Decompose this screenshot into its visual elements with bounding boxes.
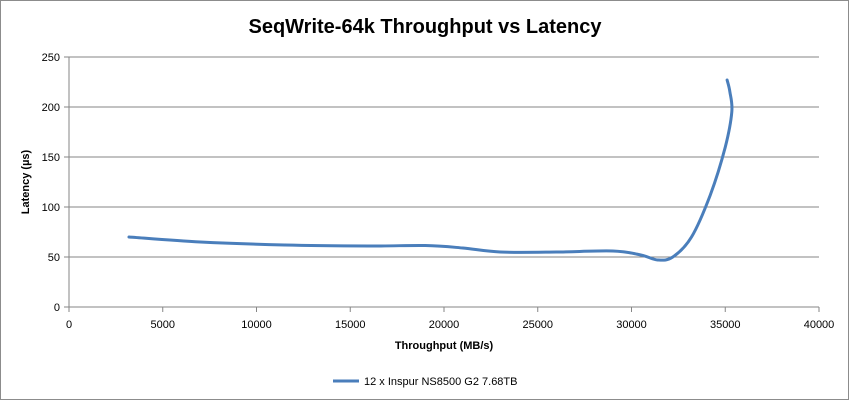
x-tick-label: 0 bbox=[66, 319, 72, 331]
x-tick-label: 10000 bbox=[241, 319, 272, 331]
plot-area bbox=[127, 78, 734, 262]
x-tick-label: 20000 bbox=[429, 319, 460, 331]
y-axis-label: Latency (µs) bbox=[20, 149, 32, 214]
x-axis-label: Throughput (MB/s) bbox=[395, 340, 494, 352]
y-tick-label: 200 bbox=[42, 102, 60, 114]
y-tick-label: 250 bbox=[42, 52, 60, 64]
x-tick-label: 15000 bbox=[335, 319, 366, 331]
series-line-0 bbox=[127, 78, 734, 262]
x-tick-label: 25000 bbox=[522, 319, 553, 331]
y-tick-label: 100 bbox=[42, 202, 60, 214]
x-axis: 0 5000 10000 15000 20000 25000 30000 35000 40000 bbox=[66, 306, 835, 331]
x-tick-label: 30000 bbox=[616, 319, 647, 331]
y-tick-label: 150 bbox=[42, 152, 60, 164]
chart-title: SeqWrite-64k Throughput vs Latency bbox=[248, 16, 602, 38]
legend-label: 12 x Inspur NS8500 G2 7.68TB bbox=[364, 376, 517, 388]
x-tick-label: 40000 bbox=[804, 319, 835, 331]
y-tick-label: 0 bbox=[54, 302, 60, 314]
x-tick-label: 35000 bbox=[710, 319, 741, 331]
x-tick-label: 5000 bbox=[151, 319, 175, 331]
y-axis: 0 50 100 150 200 250 bbox=[42, 52, 70, 314]
gridlines bbox=[69, 56, 819, 258]
legend: 12 x Inspur NS8500 G2 7.68TB bbox=[333, 376, 517, 388]
y-tick-label: 50 bbox=[48, 252, 60, 264]
